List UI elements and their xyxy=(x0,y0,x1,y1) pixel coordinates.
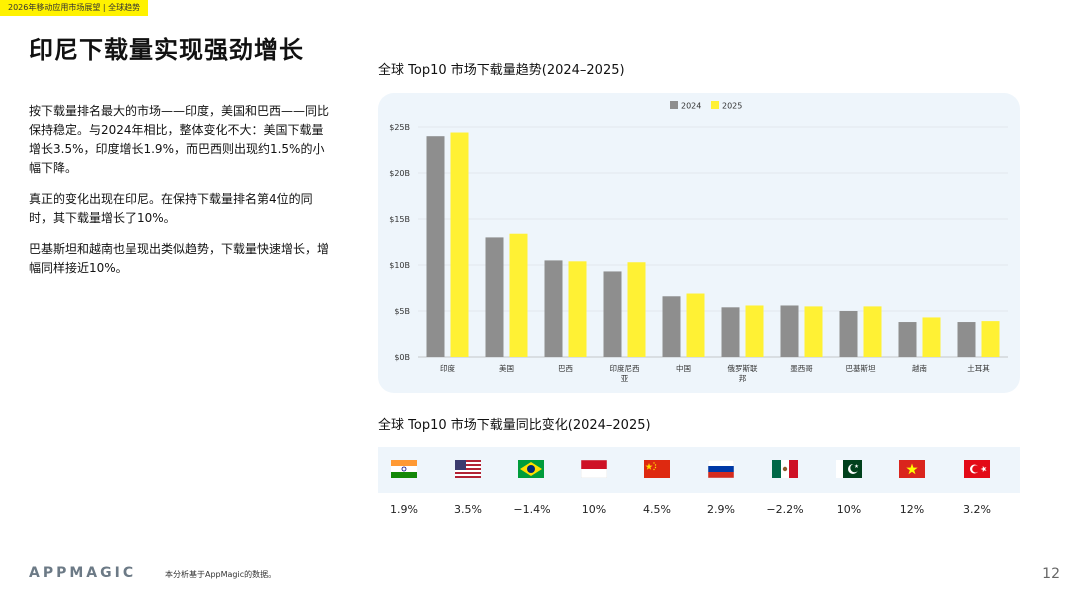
section-tag: 2026年移动应用市场展望 | 全球趋势 xyxy=(0,0,149,16)
bar-2024 xyxy=(426,136,445,357)
x-tick-label: 美国 xyxy=(499,363,514,373)
flag-row xyxy=(378,447,1020,493)
page-title: 印尼下载量实现强劲增长 xyxy=(29,36,304,64)
bar-2024 xyxy=(839,311,858,357)
vietnam-flag-icon xyxy=(899,459,925,479)
yoy-value-usa: 3.5% xyxy=(454,503,482,516)
y-tick-label: $0B xyxy=(394,353,410,362)
bar-2024 xyxy=(485,237,504,357)
bar-2025 xyxy=(568,261,587,357)
page-number: 12 xyxy=(1042,566,1060,582)
bar-2025 xyxy=(922,317,941,357)
x-tick-label: 墨西哥 xyxy=(790,364,813,373)
paragraph: 真正的变化出现在印尼。在保持下载量排名第4位的同时，其下载量增长了10%。 xyxy=(29,192,313,225)
yoy-value-vietnam: 12% xyxy=(899,503,925,516)
india-flag-icon xyxy=(391,459,417,479)
x-tick-label: 巴西 xyxy=(558,364,573,373)
y-tick-label: $20B xyxy=(389,169,410,178)
bar-2024 xyxy=(898,322,917,357)
indonesia-flag-icon xyxy=(581,459,607,479)
bar-2024 xyxy=(780,305,799,357)
y-tick-label: $15B xyxy=(389,215,410,224)
bar-2024 xyxy=(603,271,622,357)
turkey-flag-icon xyxy=(964,459,990,479)
x-tick-label: 越南 xyxy=(912,363,927,373)
legend-label-2024: 2024 xyxy=(681,102,701,111)
bar-2024 xyxy=(957,322,976,357)
bar-2025 xyxy=(981,321,1000,357)
bar-2024 xyxy=(721,307,740,357)
yoy-value-pakistan: 10% xyxy=(836,503,862,516)
yoy-chart-title: 全球 Top10 市场下载量同比变化(2024–2025) xyxy=(378,418,651,433)
legend-swatch-2025 xyxy=(711,101,719,109)
x-tick-label: 印度 xyxy=(440,363,455,373)
bar-2025 xyxy=(804,306,823,357)
yoy-value-indonesia: 10% xyxy=(581,503,607,516)
x-tick-label: 巴基斯坦 xyxy=(846,363,876,373)
bar-2025 xyxy=(627,262,646,357)
body-text: 按下载量排名最大的市场——印度，美国和巴西——同比保持稳定。与2024年相比，整… xyxy=(29,102,329,290)
usa-flag-icon xyxy=(455,459,481,479)
brand-logo: APPMAGIC xyxy=(29,565,137,581)
legend-swatch-2024 xyxy=(670,101,678,109)
russia-flag-icon xyxy=(708,459,734,479)
brazil-flag-icon xyxy=(518,459,544,479)
y-tick-label: $5B xyxy=(394,307,410,316)
yoy-value-china: 4.5% xyxy=(643,503,671,516)
bar-2025 xyxy=(745,305,764,357)
y-tick-label: $25B xyxy=(389,123,410,132)
bar-2025 xyxy=(509,233,528,357)
bar-2024 xyxy=(544,260,563,357)
x-tick-label: 土耳其 xyxy=(967,363,990,373)
bar-chart-title: 全球 Top10 市场下载量趋势(2024–2025) xyxy=(378,63,625,78)
legend-label-2025: 2025 xyxy=(722,102,742,111)
x-tick-label: 俄罗斯联邦 xyxy=(728,363,758,383)
bar-2024 xyxy=(662,296,681,357)
bar-2025 xyxy=(863,306,882,357)
yoy-value-mexico: −2.2% xyxy=(766,503,804,516)
bar-2025 xyxy=(686,293,705,357)
mexico-flag-icon xyxy=(772,459,798,479)
y-tick-label: $10B xyxy=(389,261,410,270)
bar-2025 xyxy=(450,132,469,357)
x-tick-label: 中国 xyxy=(676,363,691,373)
x-tick-label: 印度尼西亚 xyxy=(610,363,640,383)
bar-chart: $0B $5B $10B $15B $20B $25B 2024 2025 印度 美国 巴西 印度尼西… xyxy=(389,101,1008,383)
china-flag-icon xyxy=(644,459,670,479)
yoy-value-russia: 2.9% xyxy=(707,503,735,516)
yoy-value-turkey: 3.2% xyxy=(963,503,991,516)
yoy-values-row: 1.9% 3.5% −1.4% 10% 4.5% 2.9% −2.2% 10% … xyxy=(378,503,1020,521)
yoy-value-india: 1.9% xyxy=(390,503,418,516)
paragraph: 按下载量排名最大的市场——印度，美国和巴西——同比保持稳定。与2024年相比，整… xyxy=(29,104,330,175)
pakistan-flag-icon xyxy=(836,459,862,479)
footer-note: 本分析基于AppMagic的数据。 xyxy=(165,570,277,579)
bar-chart-panel: $0B $5B $10B $15B $20B $25B 2024 2025 印度 美国 巴西 印度尼西… xyxy=(378,93,1020,393)
yoy-value-brazil: −1.4% xyxy=(513,503,551,516)
paragraph: 巴基斯坦和越南也呈现出类似趋势，下载量快速增长，增幅同样接近10%。 xyxy=(29,242,330,275)
